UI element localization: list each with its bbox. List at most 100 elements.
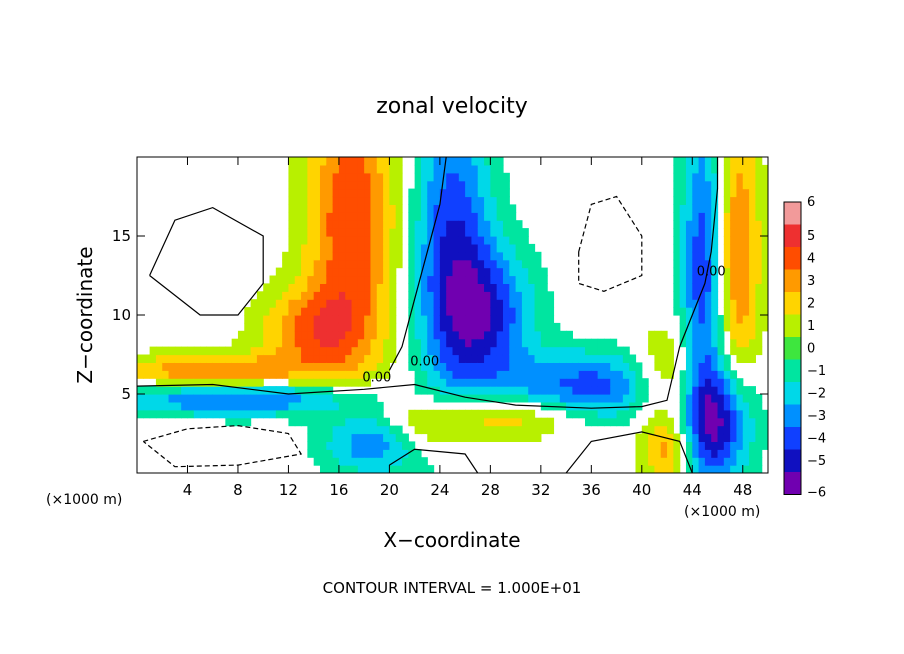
- field-cell: [288, 330, 296, 340]
- field-cell: [477, 425, 485, 435]
- field-cell: [465, 330, 473, 340]
- field-cell: [679, 330, 687, 340]
- field-cell: [465, 157, 473, 166]
- field-cell: [749, 315, 756, 324]
- field-cell: [313, 275, 321, 284]
- field-cell: [408, 251, 416, 261]
- field-cell: [755, 243, 763, 253]
- field-cell: [181, 386, 189, 395]
- field-cell: [427, 212, 435, 221]
- field-cell: [692, 409, 700, 419]
- field-cell: [364, 172, 372, 182]
- field-cell: [307, 267, 315, 277]
- field-cell: [288, 386, 296, 395]
- field-cell: [547, 370, 555, 379]
- field-cell: [301, 267, 308, 277]
- field-cell: [534, 378, 542, 387]
- field-cell: [704, 449, 712, 458]
- field-cell: [698, 441, 706, 450]
- field-cell: [692, 354, 700, 363]
- field-cell: [420, 291, 428, 300]
- field-cell: [698, 220, 706, 229]
- colorbar-label: −5: [807, 454, 826, 469]
- field-cell: [521, 259, 529, 269]
- field-cell: [685, 196, 693, 205]
- field-cell: [723, 465, 731, 473]
- field-cell: [332, 188, 340, 198]
- field-cell: [496, 275, 504, 284]
- field-cell: [408, 188, 416, 198]
- field-cell: [704, 172, 712, 182]
- field-cell: [736, 251, 744, 261]
- field-cell: [692, 228, 700, 237]
- field-cell: [420, 180, 428, 190]
- field-cell: [364, 212, 372, 221]
- field-cell: [332, 259, 340, 269]
- field-cell: [433, 346, 441, 356]
- field-cell: [383, 228, 390, 237]
- field-cell: [736, 299, 744, 308]
- field-cell: [231, 386, 239, 395]
- field-cell: [685, 315, 693, 324]
- field-cell: [698, 346, 706, 356]
- field-cell: [427, 378, 435, 387]
- field-cell: [465, 362, 473, 371]
- field-cell: [471, 425, 479, 435]
- field-cell: [484, 394, 491, 403]
- field-cell: [395, 259, 403, 269]
- field-cell: [345, 330, 353, 340]
- field-cell: [446, 267, 454, 277]
- field-cell: [414, 370, 422, 379]
- field-cell: [414, 157, 422, 166]
- field-cell: [704, 386, 712, 395]
- field-cell: [528, 251, 536, 261]
- field-cell: [364, 409, 372, 419]
- field-cell: [351, 251, 359, 261]
- field-cell: [685, 378, 693, 387]
- field-cell: [755, 315, 763, 324]
- field-cell: [206, 386, 214, 395]
- field-cell: [307, 425, 315, 435]
- field-cell: [446, 259, 454, 269]
- field-cell: [698, 465, 706, 473]
- field-cell: [673, 433, 681, 442]
- field-cell: [534, 354, 542, 363]
- field-cell: [282, 299, 290, 308]
- field-cell: [641, 425, 649, 435]
- field-cell: [332, 449, 340, 458]
- field-cell: [332, 346, 340, 356]
- field-cell: [465, 386, 473, 395]
- field-cell: [711, 449, 719, 458]
- field-cell: [641, 378, 649, 387]
- field-cell: [730, 212, 738, 221]
- field-cell: [502, 378, 510, 387]
- field-cell: [427, 307, 435, 316]
- field-cell: [477, 354, 485, 363]
- field-cell: [162, 386, 170, 395]
- field-cell: [736, 180, 744, 190]
- field-cell: [313, 409, 321, 419]
- field-cell: [603, 417, 611, 427]
- field-cell: [187, 362, 195, 371]
- field-cell: [465, 164, 473, 174]
- negative-contour-line: [142, 424, 303, 468]
- field-cell: [446, 228, 454, 237]
- field-cell: [452, 267, 460, 277]
- field-cell: [439, 299, 447, 308]
- field-cell: [597, 409, 605, 419]
- field-cell: [155, 378, 163, 387]
- field-cell: [711, 267, 719, 277]
- field-cell: [420, 386, 428, 395]
- field-cell: [477, 283, 485, 292]
- field-cell: [471, 322, 479, 332]
- field-cell: [376, 322, 384, 332]
- chart-title: zonal velocity: [376, 94, 528, 119]
- field-cell: [736, 236, 744, 245]
- field-cell: [326, 425, 334, 435]
- field-cell: [357, 346, 365, 356]
- field-cell: [364, 425, 372, 435]
- field-cell: [597, 354, 605, 363]
- field-cell: [301, 204, 308, 213]
- field-cell: [446, 188, 454, 198]
- field-cell: [244, 394, 252, 403]
